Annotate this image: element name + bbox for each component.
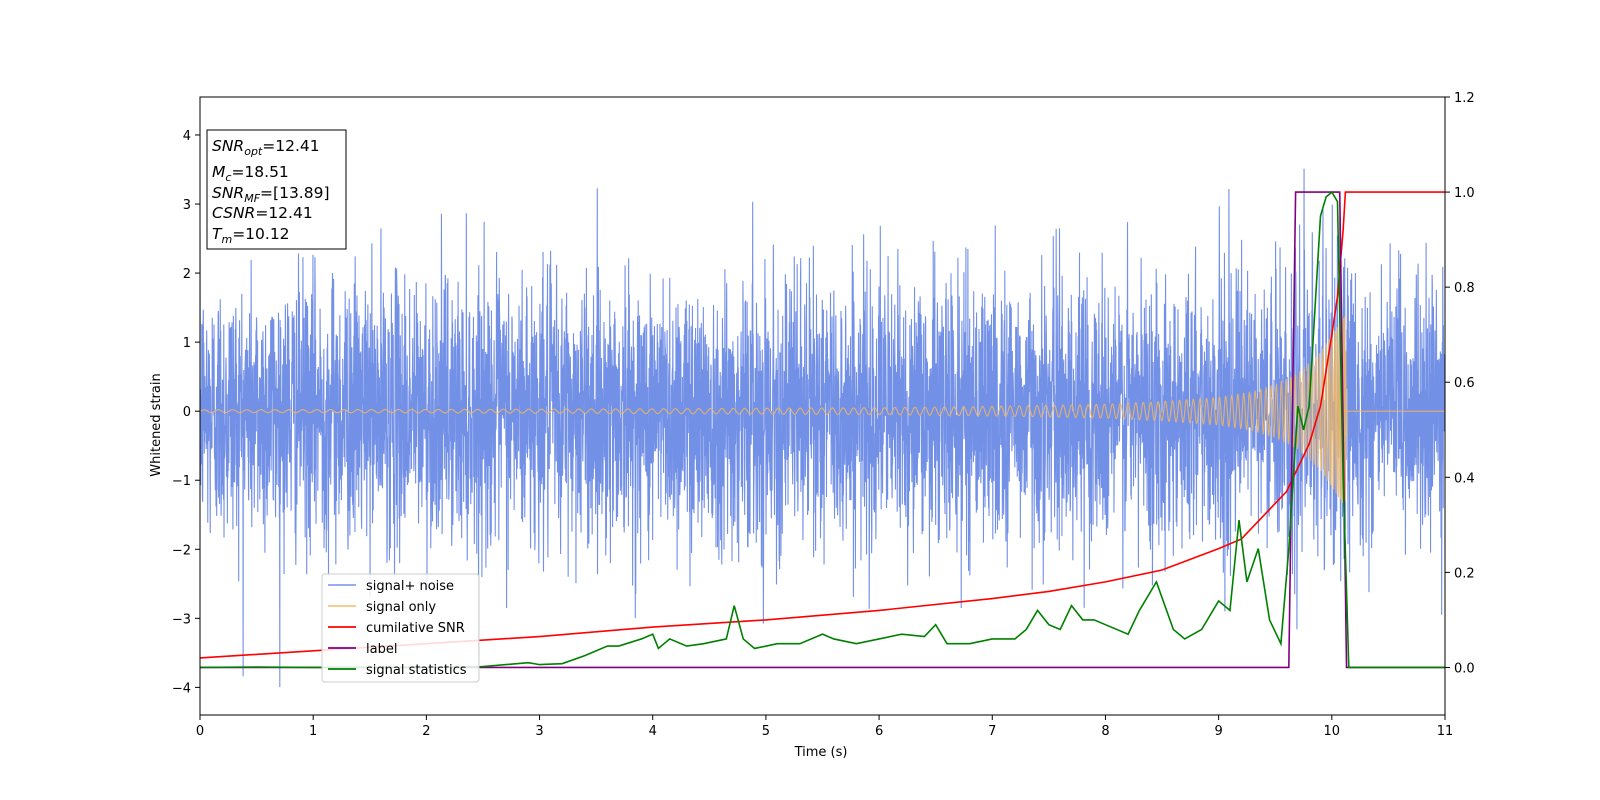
x-tick-label: 1 (309, 724, 317, 739)
x-tick-label: 3 (535, 724, 543, 739)
annotation-line: CSNR=12.41 (212, 204, 313, 222)
x-tick-label: 0 (196, 724, 204, 739)
axes: 0 1 2 3 4 5 6 7 8 9 10 11 −4 −3 −2 −1 0 1 2 3 4 0.0 0.2 0.4 0.6 0… (172, 91, 1475, 739)
y-right-tick-label: 1.2 (1454, 91, 1475, 106)
x-tick-label: 9 (1214, 724, 1222, 739)
plot-frame (199, 96, 1446, 716)
snr-annotation-box: SNRopt=12.41 Mc=18.51SNRMF=[13.89]CSNR=12… (206, 129, 347, 250)
y-left-tick-label: −2 (172, 543, 191, 558)
y-left-tick-label: 0 (183, 405, 191, 420)
series-signal-only-line (200, 316, 1445, 505)
y-left-tick-label: −4 (172, 681, 191, 696)
x-tick-label: 5 (762, 724, 770, 739)
y-left-tick-label: 1 (183, 336, 191, 351)
y-right-tick-label: 1.0 (1454, 186, 1475, 201)
legend-entry-label: signal only (366, 600, 436, 615)
y-right-tick-label: 0.0 (1454, 661, 1475, 676)
annotation-line: SNRMF=[13.89] (212, 184, 330, 205)
x-tick-label: 11 (1437, 724, 1454, 739)
series-signal-statistics-line (200, 190, 1445, 669)
x-tick-label: 4 (649, 724, 657, 739)
annotation-line: Tm=10.12 (212, 225, 290, 246)
x-tick-label: 10 (1324, 724, 1341, 739)
y-left-tick-label: 2 (183, 267, 191, 282)
plot-area (200, 168, 1445, 688)
x-tick-label: 2 (422, 724, 430, 739)
y-right-tick-label: 0.4 (1454, 471, 1475, 486)
legend-entry-label: cumilative SNR (366, 621, 465, 636)
y-right-tick-label: 0.6 (1454, 376, 1475, 391)
y-left-tick-label: −3 (172, 612, 191, 627)
y-left-tick-label: 4 (183, 129, 191, 144)
y-left-tick-label: 3 (183, 198, 191, 213)
x-tick-label: 8 (1101, 724, 1109, 739)
y-axis-label: Whitened strain (149, 373, 164, 476)
legend-entry-label: label (366, 642, 397, 657)
y-left-tick-label: −1 (172, 474, 191, 489)
legend-frame (321, 573, 480, 683)
x-axis-label: Time (s) (794, 745, 848, 760)
x-tick-label: 6 (875, 724, 883, 739)
legend: signal+ noise signal only cumilative SNR la… (321, 573, 480, 683)
x-tick-label: 7 (988, 724, 996, 739)
legend-entry-label: signal statistics (366, 663, 467, 678)
legend-entry-label: signal+ noise (366, 579, 454, 594)
series-signal-noise-line (200, 168, 1445, 688)
y-right-tick-label: 0.8 (1454, 281, 1475, 296)
annotation-line: Mc=18.51 (212, 163, 289, 184)
annotation-line: SNRopt=12.41 (212, 137, 320, 158)
y-right-tick-label: 0.2 (1454, 566, 1475, 581)
